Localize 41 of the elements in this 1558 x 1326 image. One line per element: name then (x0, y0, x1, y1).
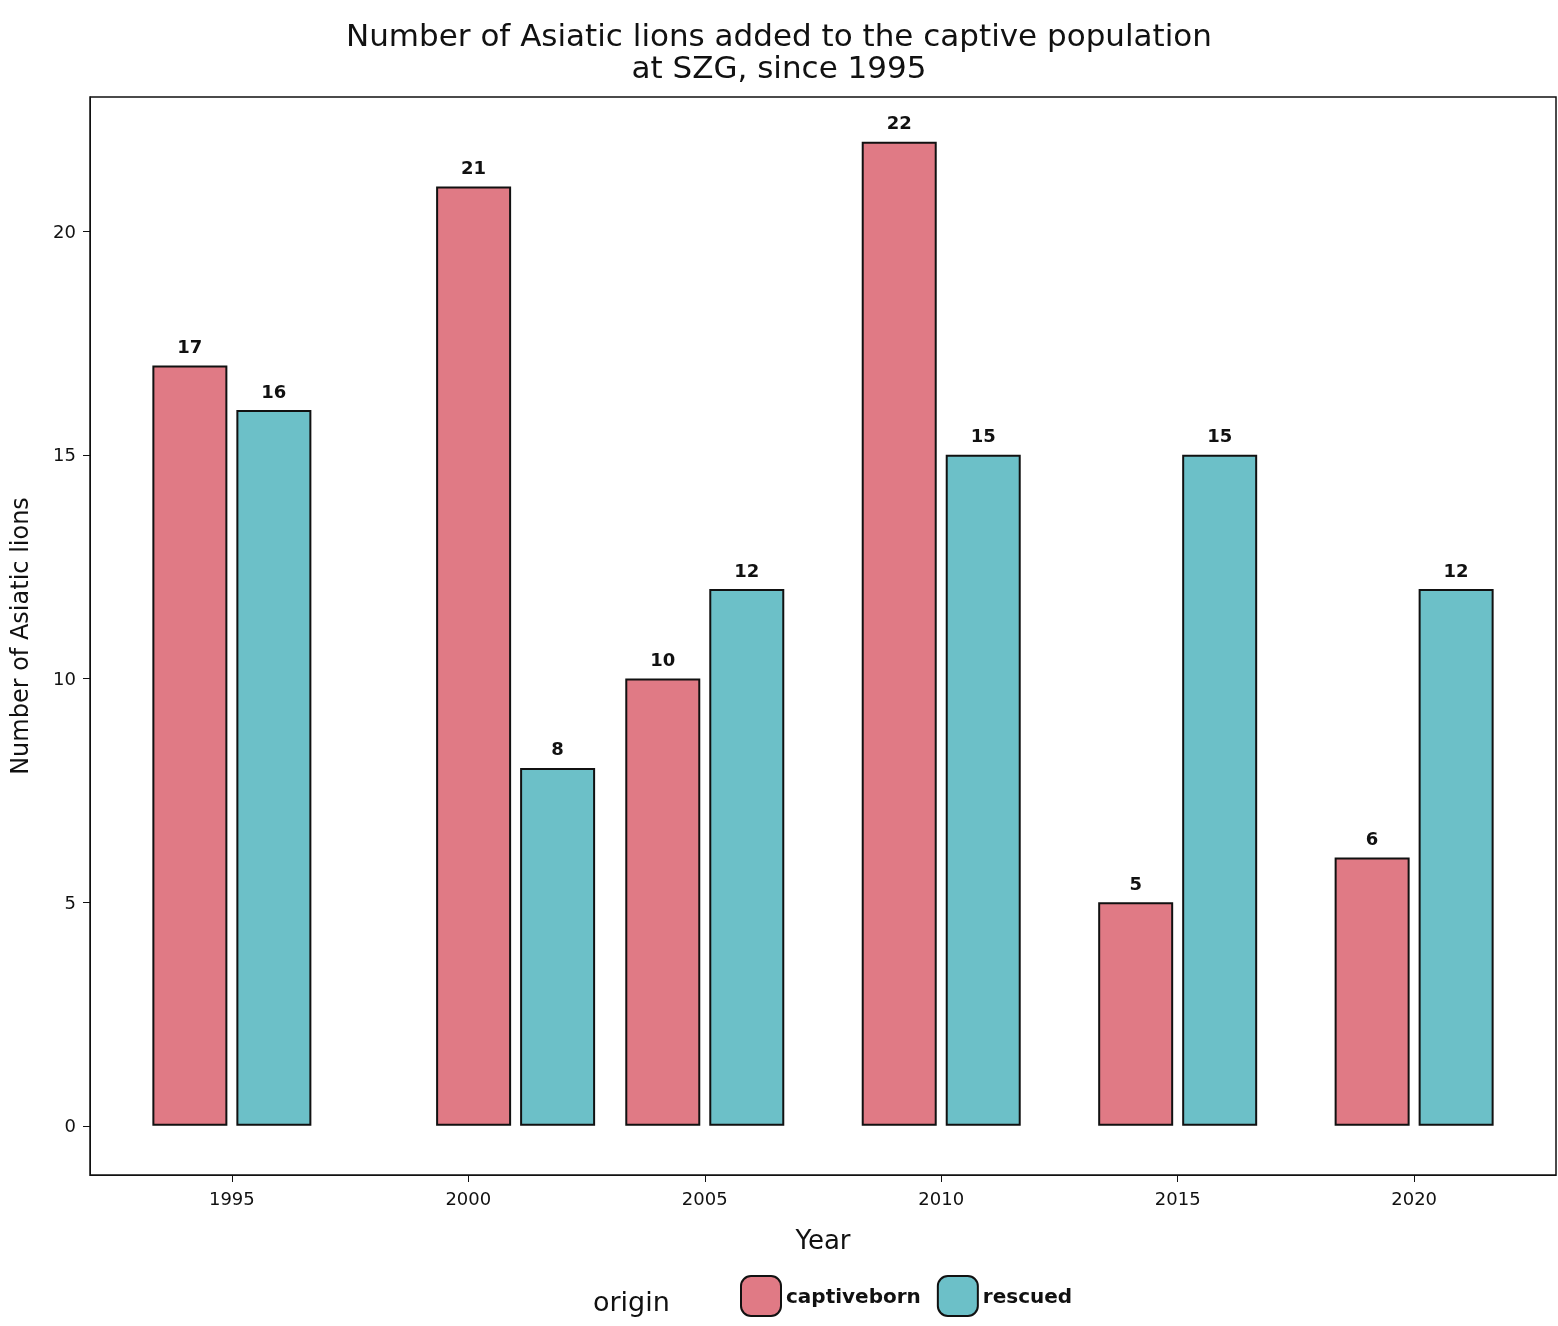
data-label: 22 (886, 112, 912, 134)
chart-title: Number of Asiatic lions added to the captive population at SZG, since 1995 (346, 17, 1212, 85)
data-label: 5 (1129, 872, 1142, 894)
y-axis-title: Number of Asiatic lions (6, 497, 34, 775)
x-tick-label: 2005 (681, 1187, 728, 1209)
x-tick-label: 1995 (208, 1187, 255, 1209)
data-label: 16 (261, 380, 287, 402)
data-label: 8 (551, 738, 564, 760)
x-tick-label: 2020 (1391, 1187, 1438, 1209)
bar (945, 454, 1021, 1126)
bar (1098, 902, 1174, 1126)
data-label: 15 (1207, 425, 1233, 447)
y-tick-label: 5 (64, 891, 76, 913)
data-label: 6 (1365, 827, 1379, 849)
x-tick-label: 2010 (918, 1187, 965, 1209)
data-label: 12 (1443, 559, 1469, 581)
bar (861, 141, 937, 1126)
y-tick-label: 10 (53, 667, 76, 689)
data-label: 21 (461, 156, 487, 178)
legend-title: origin (593, 1286, 670, 1317)
y-tick-label: 20 (53, 220, 76, 242)
bar (152, 365, 228, 1126)
legend-label: captiveborn (786, 1284, 921, 1308)
x-tick-label: 2015 (1154, 1187, 1201, 1209)
data-label: 15 (970, 425, 996, 447)
x-tick-label: 2000 (445, 1187, 492, 1209)
bar (520, 767, 596, 1126)
legend-label: rescued (982, 1284, 1073, 1308)
data-label: 17 (177, 335, 203, 357)
bar (1182, 454, 1258, 1126)
data-label: 10 (650, 648, 676, 670)
x-axis-title: Year (794, 1225, 851, 1255)
bar (1334, 857, 1410, 1126)
y-tick-label: 15 (53, 444, 76, 466)
bar (625, 678, 701, 1126)
bar (236, 410, 312, 1126)
bar (436, 186, 512, 1126)
data-label: 12 (734, 559, 760, 581)
bar (709, 589, 785, 1126)
bar (1418, 589, 1494, 1126)
y-tick-label: 0 (64, 1115, 76, 1137)
